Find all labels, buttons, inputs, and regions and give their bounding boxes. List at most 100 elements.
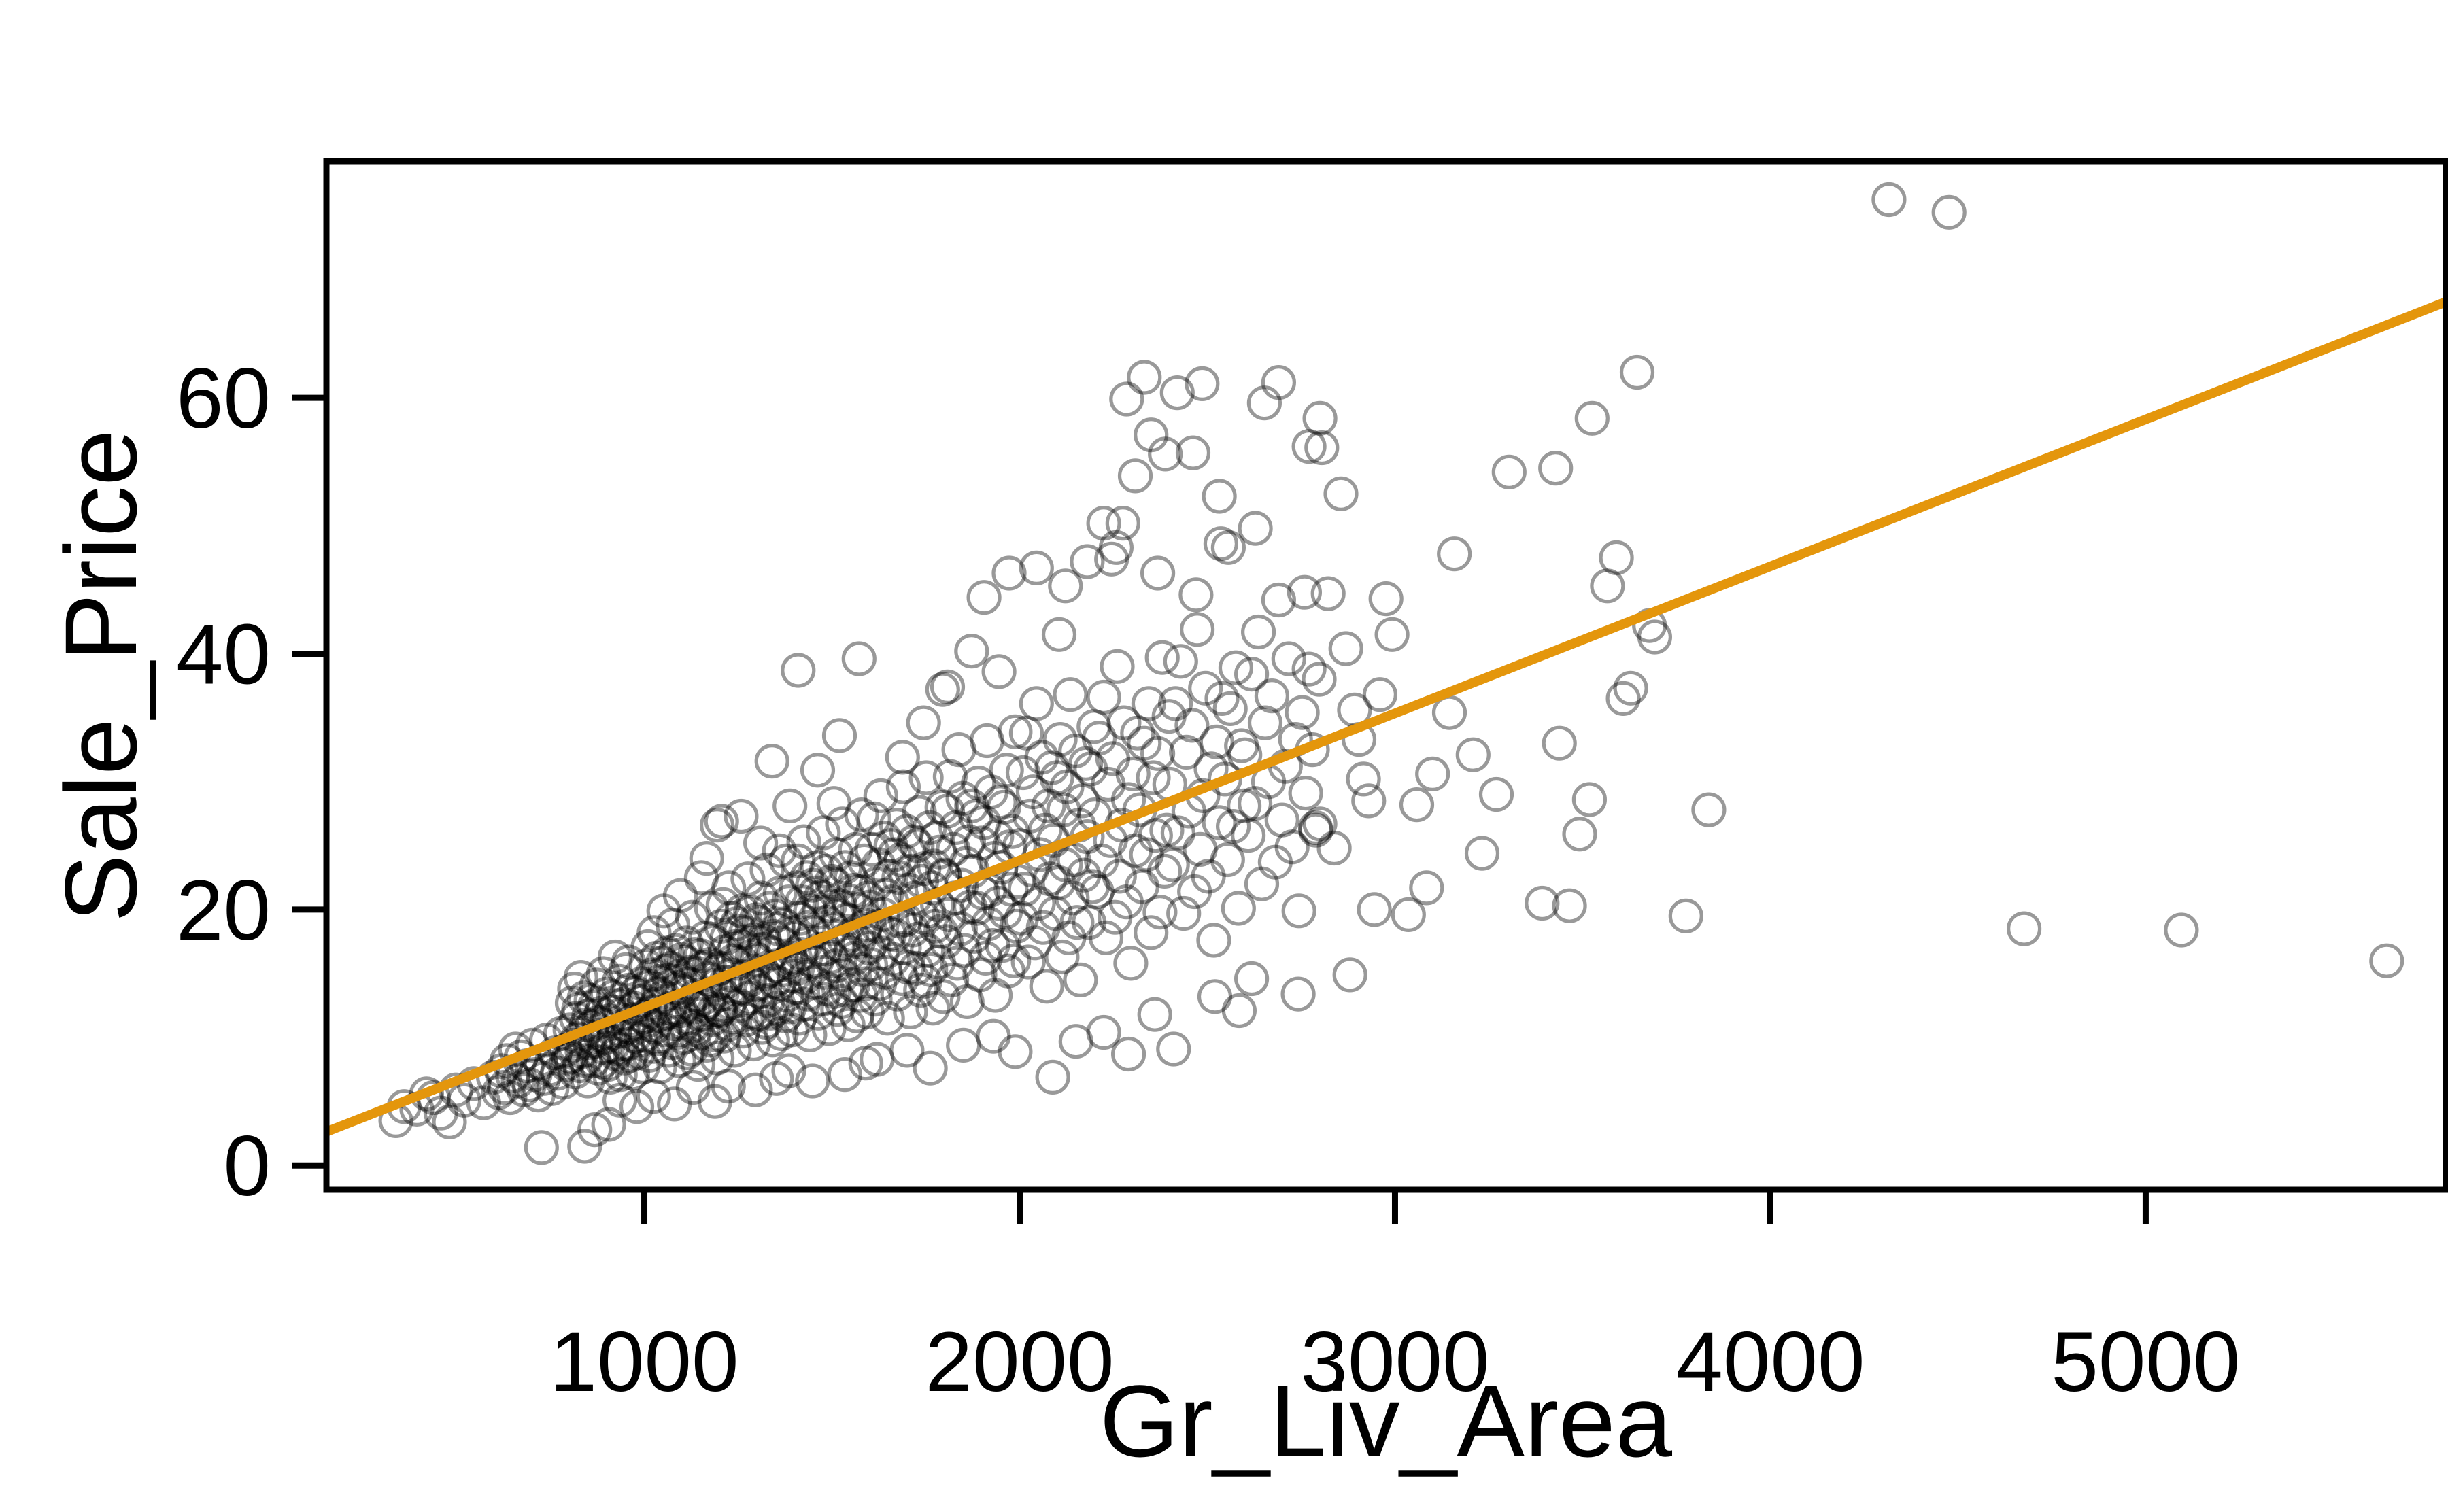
data-point: [833, 860, 868, 895]
data-point: [1053, 677, 1088, 712]
data-point: [1571, 782, 1607, 817]
data-point: [1431, 695, 1467, 730]
data-point: [778, 970, 813, 1006]
data-point: [762, 833, 797, 868]
data-point: [1175, 435, 1211, 470]
data-point: [1025, 910, 1061, 945]
data-point: [945, 780, 981, 816]
data-point: [562, 1048, 598, 1084]
data-point: [1156, 1031, 1191, 1067]
data-point: [990, 953, 1026, 989]
data-point: [1199, 724, 1234, 760]
data-point: [1149, 812, 1185, 848]
data-point: [1086, 679, 1121, 715]
data-point: [630, 929, 666, 965]
data-point: [785, 986, 821, 1022]
data-point: [545, 1065, 581, 1100]
data-point: [823, 984, 859, 1020]
data-point: [836, 872, 872, 908]
data-point: [872, 916, 908, 952]
data-point: [841, 641, 877, 676]
data-point: [961, 765, 996, 801]
data-point: [1166, 895, 1202, 931]
data-point: [624, 966, 660, 1001]
data-point: [1039, 760, 1074, 795]
x-axis-label: Gr_Liv_Area: [1100, 1364, 1673, 1478]
data-point: [1207, 761, 1243, 797]
x-tick-label: 3000: [1300, 1315, 1489, 1409]
data-point: [1188, 670, 1223, 706]
data-point: [1055, 880, 1090, 916]
data-point: [930, 669, 966, 705]
data-point: [1046, 792, 1081, 827]
data-point: [946, 1027, 981, 1063]
data-point: [1291, 651, 1327, 687]
data-point: [590, 1046, 626, 1082]
data-point: [1098, 899, 1133, 935]
data-point: [809, 971, 845, 1007]
data-point: [696, 924, 732, 959]
data-point: [596, 979, 631, 1014]
data-point: [947, 933, 983, 968]
data-point: [736, 923, 772, 958]
data-point: [1197, 979, 1233, 1014]
data-point: [1019, 550, 1054, 586]
data-point: [1094, 541, 1129, 577]
data-point: [639, 940, 675, 976]
data-point: [1362, 677, 1398, 712]
data-point: [570, 1063, 605, 1099]
data-point: [1271, 641, 1306, 676]
data-point: [743, 974, 778, 1009]
data-point: [1136, 760, 1171, 795]
data-point: [766, 907, 802, 943]
data-point: [677, 937, 713, 972]
data-point: [1196, 923, 1231, 958]
data-point: [954, 634, 989, 669]
data-point: [704, 804, 739, 839]
data-point: [1131, 686, 1167, 721]
data-point: [730, 861, 766, 897]
data-point: [682, 997, 717, 1032]
data-point: [818, 948, 853, 984]
data-point: [1010, 944, 1046, 980]
y-axis-tick-labels: 0 20 40 60: [176, 351, 271, 1214]
data-point: [1316, 830, 1352, 866]
data-point: [1391, 897, 1426, 933]
data-point: [851, 930, 887, 965]
data-point: [798, 875, 833, 911]
data-point: [768, 843, 804, 879]
data-point: [895, 912, 930, 948]
data-point: [702, 993, 738, 1029]
data-point: [1084, 843, 1119, 879]
data-point: [1691, 792, 1727, 827]
data-point: [873, 828, 908, 863]
data-point: [1059, 905, 1095, 940]
data-point: [745, 1010, 780, 1045]
data-point: [1668, 898, 1703, 933]
data-point: [1129, 837, 1164, 872]
data-point: [1159, 375, 1195, 411]
data-point: [885, 961, 920, 997]
data-point: [1202, 805, 1237, 840]
data-point: [1437, 536, 1472, 572]
data-point: [724, 798, 759, 834]
data-point: [1098, 530, 1134, 565]
data-point: [1215, 808, 1251, 844]
data-point: [1021, 885, 1056, 921]
data-point: [721, 988, 757, 1023]
data-point: [689, 840, 724, 876]
data-point: [902, 795, 937, 830]
data-point: [830, 1007, 866, 1042]
data-point: [1177, 874, 1212, 910]
data-point: [1066, 857, 1102, 893]
data-point: [568, 1043, 603, 1078]
data-point: [750, 982, 785, 1018]
data-point: [2164, 912, 2199, 948]
data-point: [922, 834, 957, 870]
data-point: [1274, 829, 1310, 865]
data-point: [585, 1044, 620, 1080]
data-point: [711, 1068, 746, 1104]
data-point: [831, 883, 866, 918]
data-point: [885, 740, 920, 775]
data-point: [647, 1012, 682, 1048]
